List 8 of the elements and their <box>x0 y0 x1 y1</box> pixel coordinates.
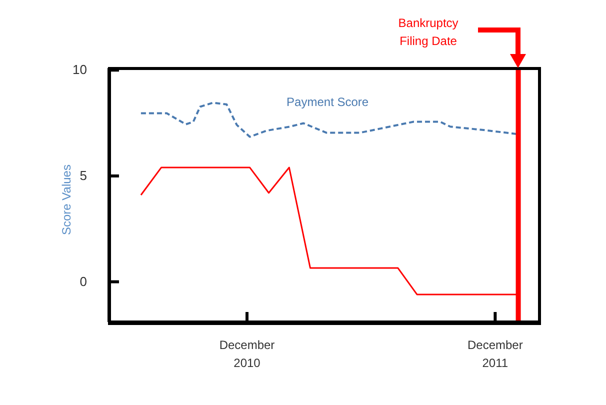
x-tick-label: December 2010 <box>219 338 275 370</box>
y-tick-label: 10 <box>72 62 87 78</box>
x-tick-label: December 2011 <box>467 338 523 370</box>
y-tick-label: 5 <box>80 168 87 183</box>
y-tick-label: 0 <box>80 274 87 289</box>
series-label: Payment Score <box>286 94 369 109</box>
y-axis-title: Score Values <box>59 164 74 235</box>
ref-line-label: Bankruptcy Filing Date <box>397 15 460 50</box>
